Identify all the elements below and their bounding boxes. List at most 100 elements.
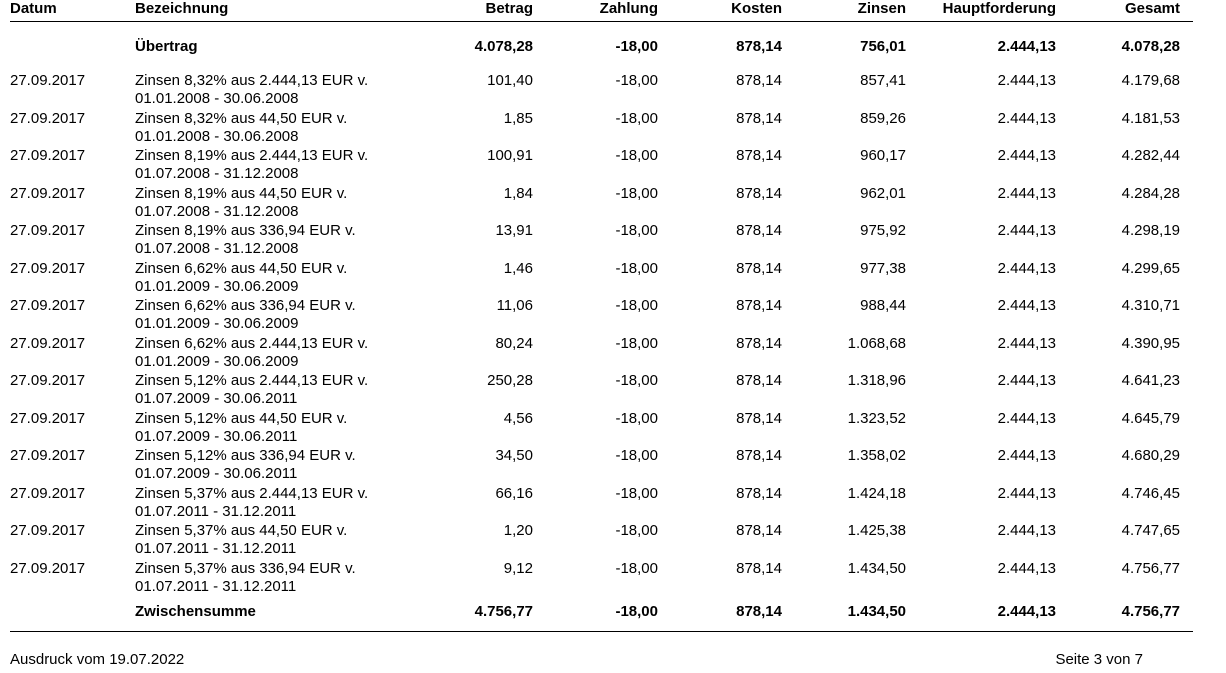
uebertrag-zinsen: 756,01 [860,38,906,55]
header-bezeichnung: Bezeichnung [135,0,229,17]
row-betrag: 4,56 [503,410,533,427]
row-bezeichnung-line1: Zinsen 8,19% aus 44,50 EUR v. [135,185,348,202]
footer-divider [10,631,1193,632]
row-bezeichnung: Zinsen 8,32% aus 2.444,13 EUR v. 01.01.20… [135,72,368,108]
row-hauptforderung: 2.444,13 [997,447,1056,464]
row-bezeichnung: Zinsen 5,37% aus 2.444,13 EUR v. 01.07.20… [135,485,368,521]
header-divider [10,21,1193,22]
table-row: 27.09.2017 4,56 -18,00 878,14 1.323,52 2.444,… [0,410,1226,448]
table-row: 27.09.2017 66,16 -18,00 878,14 1.424,18 2.444… [0,485,1226,523]
row-gesamt: 4.310,71 [1121,297,1180,314]
row-bezeichnung-line2: 01.01.2009 - 30.06.2009 [135,278,299,295]
row-bezeichnung-line2: 01.07.2011 - 31.12.2011 [135,540,297,557]
uebertrag-kosten: 878,14 [736,38,782,55]
row-gesamt: 4.641,23 [1121,372,1180,389]
row-zinsen: 975,92 [860,222,906,239]
row-hauptforderung: 2.444,13 [997,147,1056,164]
row-hauptforderung: 2.444,13 [997,260,1056,277]
table-row: 27.09.2017 1,85 -18,00 878,14 859,26 2.444,13… [0,110,1226,148]
row-bezeichnung: Zinsen 8,19% aus 2.444,13 EUR v. 01.07.20… [135,147,368,183]
table-row: 27.09.2017 9,12 -18,00 878,14 1.434,50 2.444,… [0,560,1226,598]
row-bezeichnung-line1: Zinsen 8,32% aus 2.444,13 EUR v. [135,72,369,89]
row-gesamt: 4.299,65 [1121,260,1180,277]
row-bezeichnung-line1: Zinsen 6,62% aus 336,94 EUR v. [135,297,356,314]
table-row: 27.09.2017 1,84 -18,00 878,14 962,01 2.444,13… [0,185,1226,223]
row-zahlung: -18,00 [615,485,658,502]
header-zahlung: Zahlung [599,0,658,17]
table-row: 27.09.2017 13,91 -18,00 878,14 975,92 2.444,1… [0,222,1226,260]
row-bezeichnung: Zinsen 5,37% aus 336,94 EUR v. 01.07.2011… [135,560,356,596]
row-gesamt: 4.282,44 [1121,147,1180,164]
zwischensumme-zinsen: 1.434,50 [847,603,906,620]
row-kosten: 878,14 [736,147,782,164]
table-row: 27.09.2017 101,40 -18,00 878,14 857,41 2.444,… [0,72,1226,110]
row-bezeichnung-line2: 01.01.2009 - 30.06.2009 [135,315,299,332]
row-zinsen: 1.425,38 [847,522,906,539]
row-zahlung: -18,00 [615,110,658,127]
table-row: 27.09.2017 80,24 -18,00 878,14 1.068,68 2.444… [0,335,1226,373]
row-zahlung: -18,00 [615,222,658,239]
row-kosten: 878,14 [736,485,782,502]
row-kosten: 878,14 [736,522,782,539]
row-datum: 27.09.2017 [10,335,86,352]
row-kosten: 878,14 [736,260,782,277]
row-bezeichnung: Zinsen 6,62% aus 336,94 EUR v. 01.01.2009… [135,297,356,333]
row-betrag: 80,24 [495,335,533,352]
row-hauptforderung: 2.444,13 [997,372,1056,389]
row-kosten: 878,14 [736,72,782,89]
row-datum: 27.09.2017 [10,222,86,239]
header-betrag: Betrag [485,0,533,17]
row-kosten: 878,14 [736,335,782,352]
row-bezeichnung: Zinsen 5,12% aus 336,94 EUR v. 01.07.2009… [135,447,356,483]
uebertrag-hauptforderung: 2.444,13 [997,38,1056,55]
row-bezeichnung-line2: 01.01.2008 - 30.06.2008 [135,128,299,145]
row-datum: 27.09.2017 [10,147,86,164]
row-zahlung: -18,00 [615,522,658,539]
row-zinsen: 859,26 [860,110,906,127]
row-hauptforderung: 2.444,13 [997,297,1056,314]
row-hauptforderung: 2.444,13 [997,522,1056,539]
row-gesamt: 4.756,77 [1121,560,1180,577]
row-datum: 27.09.2017 [10,72,86,89]
zwischensumme-kosten: 878,14 [736,603,782,620]
zwischensumme-row: Zwischensumme 4.756,77 -18,00 878,14 1.4… [0,603,1226,641]
row-gesamt: 4.680,29 [1121,447,1180,464]
row-kosten: 878,14 [736,410,782,427]
zwischensumme-hauptforderung: 2.444,13 [997,603,1056,620]
row-datum: 27.09.2017 [10,297,86,314]
row-kosten: 878,14 [736,222,782,239]
row-zahlung: -18,00 [615,147,658,164]
row-betrag: 9,12 [503,560,533,577]
row-gesamt: 4.390,95 [1121,335,1180,352]
row-zahlung: -18,00 [615,410,658,427]
header-gesamt: Gesamt [1124,0,1180,17]
row-bezeichnung: Zinsen 5,12% aus 44,50 EUR v. 01.07.2009 … [135,410,347,446]
row-betrag: 66,16 [495,485,533,502]
row-hauptforderung: 2.444,13 [997,72,1056,89]
row-bezeichnung-line2: 01.07.2008 - 31.12.2008 [135,165,299,182]
row-datum: 27.09.2017 [10,447,86,464]
zwischensumme-zahlung: -18,00 [615,603,658,620]
row-hauptforderung: 2.444,13 [997,560,1056,577]
row-hauptforderung: 2.444,13 [997,185,1056,202]
row-bezeichnung-line1: Zinsen 8,32% aus 44,50 EUR v. [135,110,348,127]
row-betrag: 34,50 [495,447,533,464]
row-kosten: 878,14 [736,447,782,464]
row-bezeichnung-line1: Zinsen 6,62% aus 2.444,13 EUR v. [135,335,369,352]
row-bezeichnung-line1: Zinsen 5,12% aus 44,50 EUR v. [135,410,348,427]
row-gesamt: 4.746,45 [1121,485,1180,502]
uebertrag-row: Übertrag 4.078,28 -18,00 878,14 756,01 2… [0,38,1226,76]
uebertrag-label: Übertrag [135,38,198,55]
row-bezeichnung-line2: 01.07.2011 - 31.12.2011 [135,503,297,520]
row-zinsen: 1.434,50 [847,560,906,577]
header-datum: Datum [10,0,57,17]
table-row: 27.09.2017 11,06 -18,00 878,14 988,44 2.444,1… [0,297,1226,335]
row-zinsen: 977,38 [860,260,906,277]
row-gesamt: 4.181,53 [1121,110,1180,127]
row-bezeichnung-line1: Zinsen 6,62% aus 44,50 EUR v. [135,260,348,277]
row-zinsen: 857,41 [860,72,906,89]
row-zinsen: 962,01 [860,185,906,202]
row-betrag: 1,85 [503,110,533,127]
row-zahlung: -18,00 [615,260,658,277]
row-betrag: 1,20 [503,522,533,539]
